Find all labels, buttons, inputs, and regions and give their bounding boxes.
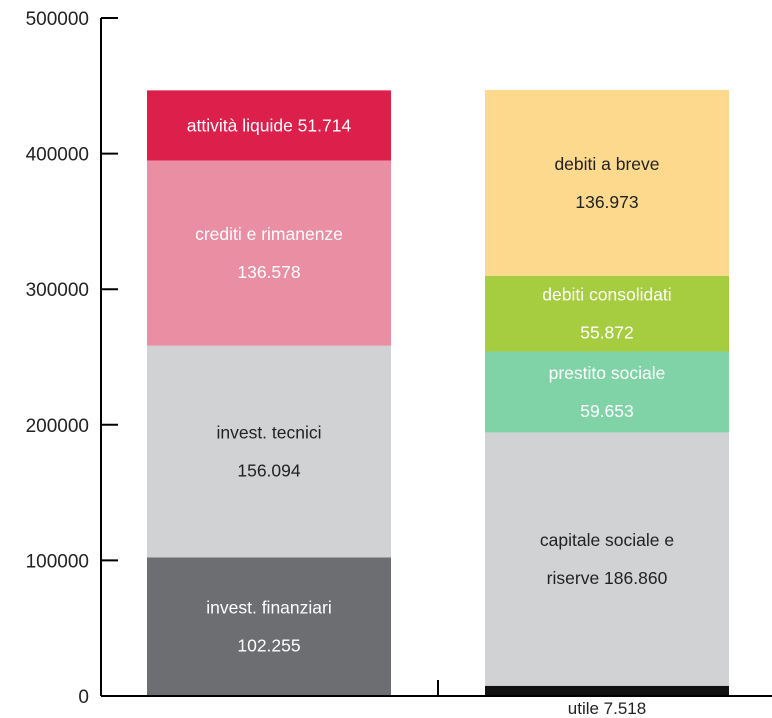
segment-label: crediti e rimanenze [195,224,343,244]
y-tick-label: 0 [78,687,89,708]
segment-label: 136.973 [575,192,638,212]
segment-label: capitale sociale e [540,530,674,550]
segment-label: invest. tecnici [216,423,321,443]
bar-segment [485,351,729,433]
y-tick-label: 400000 [26,145,89,166]
y-tick-label: 200000 [26,416,89,437]
y-axis: 0 100000 200000 300000 400000 500000 [26,9,118,708]
y-tick-label: 100000 [26,551,89,572]
y-tick-label: 500000 [26,9,89,30]
segment-label: attività liquide 51.714 [187,115,352,135]
bar-segment [147,90,391,161]
bar-segment [147,345,391,558]
stacked-bar-1: invest. finanziari 102.255 invest. tecnici… [147,90,391,696]
segment-label: debiti a breve [554,154,659,174]
y-tick-label: 300000 [26,280,89,301]
segment-label: invest. finanziari [206,598,331,618]
segment-label: riserve 186.860 [547,568,668,588]
bar-segment [485,275,729,352]
bar-segment [147,160,391,346]
bar-segment [485,685,729,696]
bar-segment [485,432,729,686]
segment-label: prestito sociale [549,363,666,383]
below-bar-label: utile 7.518 [568,699,646,718]
bars: invest. finanziari 102.255 invest. tecnici… [147,90,729,718]
segment-label: 156.094 [237,461,301,481]
segment-label: 136.578 [237,262,300,282]
segment-label: debiti consolidati [542,285,671,305]
stacked-bar-2: capitale sociale e riserve 186.860 prestit… [485,90,729,718]
bar-segment [147,557,391,696]
segment-label: 55.872 [580,323,634,343]
bar-segment [485,90,729,276]
segment-label: 59.653 [580,401,634,421]
segment-label: 102.255 [237,636,300,656]
x-axis [101,680,772,697]
